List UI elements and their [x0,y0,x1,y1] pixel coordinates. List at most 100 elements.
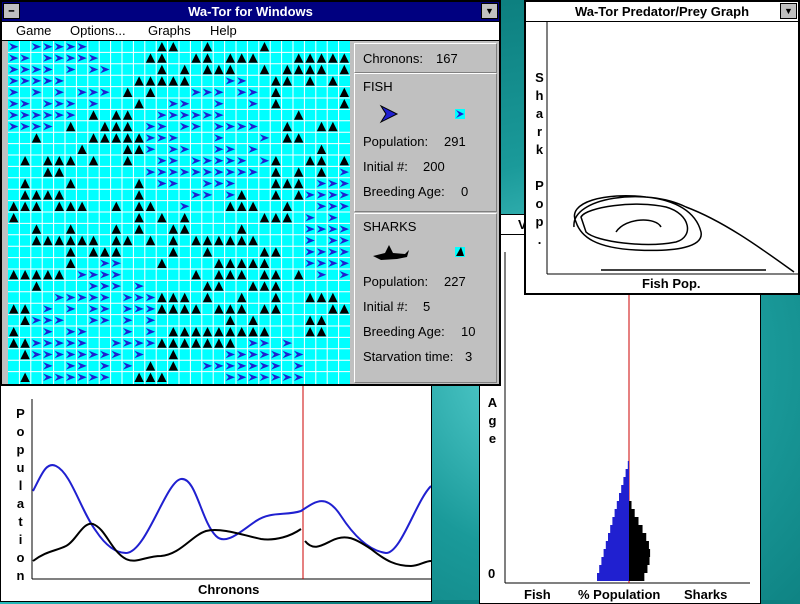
shark [9,338,19,348]
age-chart [504,215,750,584]
shark [54,235,64,246]
fish-bar [597,573,629,581]
fish [305,236,315,245]
minimize-button[interactable]: ▼ [481,3,498,19]
shark [316,292,327,303]
shark [168,292,178,303]
value: 3 [465,349,473,364]
shark [328,53,338,63]
minimize-button[interactable]: ▼ [780,3,797,19]
shark [123,121,133,132]
menu-item[interactable]: Graphs [148,23,191,38]
fish [31,122,42,131]
fish [145,305,156,313]
fish [43,77,53,85]
shark [100,247,110,257]
fish [225,77,235,85]
shark [316,121,327,132]
shark [282,213,292,223]
fish [248,145,258,153]
shark [237,201,247,211]
fish [271,362,281,370]
fish [259,373,270,381]
shark [248,235,258,246]
fish [237,168,247,176]
fish [214,179,224,188]
shark [134,178,144,189]
shark [20,201,30,211]
fish [202,168,213,176]
label: Initial #: [363,159,408,174]
fish [54,43,64,51]
shark [294,64,304,75]
fish [282,339,292,347]
shark [214,304,224,314]
shark [20,338,30,348]
shark [191,304,201,314]
fish [43,350,53,359]
fish [180,100,190,108]
fish-bar [605,541,629,549]
shark [202,53,213,63]
shark [214,281,224,291]
fish [20,77,30,85]
shark [157,258,167,268]
shark [111,133,121,143]
fish [31,111,42,119]
shark [214,64,224,75]
fish [31,65,42,74]
shark [31,281,42,291]
fish [100,293,110,302]
fish [123,328,133,336]
menu-item[interactable]: Game [16,23,52,38]
shark [88,247,99,257]
fish [237,157,247,165]
fish [54,88,64,96]
fish [31,339,42,347]
shark [88,156,99,166]
menu-item[interactable]: Options... [70,23,126,38]
fish [294,350,304,359]
fish [9,122,19,131]
fish [88,65,99,74]
population-window: Population Chronons [0,380,432,602]
shark [339,64,349,75]
shark [123,156,133,166]
fish [339,271,349,279]
menu-item[interactable]: Help [210,23,237,38]
fish [66,54,76,62]
shark [237,258,247,268]
shark [271,281,281,291]
fish [100,350,110,359]
shark [202,64,213,75]
system-menu[interactable]: ━ [3,3,20,19]
fish [225,373,235,381]
fish [305,259,315,267]
fish [157,179,167,188]
shark-bar [629,501,632,509]
fish [328,248,338,256]
fish [9,65,19,74]
fish [123,362,133,370]
label: Initial #: [363,299,408,314]
fish [145,339,156,347]
fish [77,88,87,96]
fish [145,293,156,302]
shark [191,270,201,280]
fish [88,100,99,108]
fish [191,168,201,176]
fish [305,191,315,199]
fish [66,350,76,359]
fish [248,362,258,370]
shark [225,304,235,314]
shark [145,361,156,371]
fish [54,373,64,381]
fish [54,77,64,85]
shark [305,64,315,75]
shark [123,110,133,120]
fish [168,134,178,142]
shark [271,270,281,280]
fish [9,100,19,108]
fish [214,100,224,108]
fish [31,316,42,324]
